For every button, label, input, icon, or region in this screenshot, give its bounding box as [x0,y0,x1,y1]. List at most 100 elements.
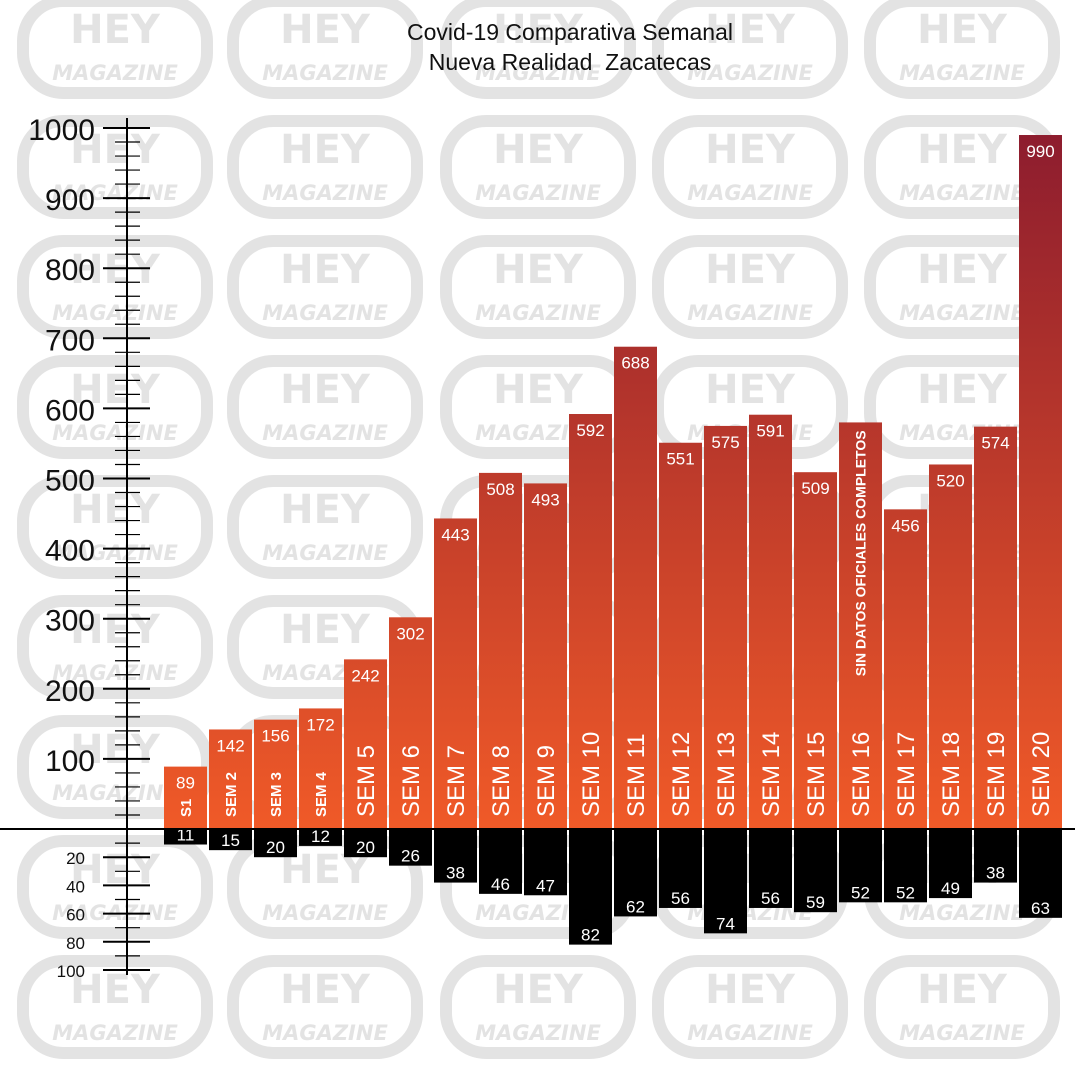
watermark-magazine: MAGAZINE [899,901,1025,925]
watermark-hey: HEY [917,127,1008,173]
watermark-outline [227,475,423,579]
bar-negative-20 [1019,829,1062,918]
bar-value-label: 508 [486,480,514,499]
bar-negative-8 [479,829,522,894]
watermark-hey: HEY [493,967,584,1013]
y-neg-tick-label: 40 [66,877,85,896]
category-label: SEM 20 [1028,732,1055,817]
y-tick-label: 900 [45,184,95,217]
bar-value-label: 551 [666,450,694,469]
watermark-magazine: MAGAZINE [687,61,813,85]
watermark-magazine: MAGAZINE [52,301,178,325]
watermark-hey: HEY [917,7,1008,53]
negative-value-label: 74 [716,914,735,933]
watermark-logo: HEY MAGAZINE [440,0,636,99]
watermark-hey: HEY [705,127,796,173]
bar-value-label: 89 [176,774,195,793]
watermark-magazine: MAGAZINE [52,1021,178,1045]
bar-positive-5 [344,659,387,829]
negative-value-label: 12 [311,827,330,846]
watermark-logo: HEY MAGAZINE [864,0,1060,99]
bar-value-label: 156 [261,727,289,746]
watermark-outline [864,955,1060,1059]
bar-positive-6 [389,617,432,829]
negative-value-label: 26 [401,847,420,866]
chart-subtitle: Nueva Realidad Zacatecas [429,49,712,75]
watermark-magazine: MAGAZINE [687,301,813,325]
watermark-magazine: MAGAZINE [52,661,178,685]
bar-positive-19 [974,426,1017,829]
bar-positive-14 [749,414,792,829]
y-neg-tick-label: 100 [57,962,85,981]
category-label: SEM 5 [353,745,380,817]
watermark-hey: HEY [70,487,161,533]
bar-value-label: 509 [801,479,829,498]
bar-negative-19 [974,829,1017,883]
bar-negative-7 [434,829,477,883]
watermark-outline [652,0,848,99]
watermark-hey: HEY [493,7,584,53]
watermark-outline [440,955,636,1059]
bar-value-label: 520 [936,471,964,490]
watermark-hey: HEY [917,247,1008,293]
negative-value-label: 38 [446,864,465,883]
category-label: SEM 8 [488,745,515,817]
watermark-hey: HEY [705,367,796,413]
watermark-magazine: MAGAZINE [899,61,1025,85]
watermark-logo: HEY MAGAZINE [227,115,423,219]
chart-title: Covid-19 Comparativa Semanal [407,19,733,45]
bar-positive-16 [839,422,882,829]
y-tick-label: 500 [45,465,95,498]
watermark-outline [652,955,848,1059]
watermark-outline [17,595,213,699]
category-label: SEM 17 [893,732,920,817]
category-label: SEM 12 [668,732,695,817]
watermark-magazine: MAGAZINE [475,61,601,85]
bar-negative-13 [704,829,747,934]
watermark-hey: HEY [917,367,1008,413]
bar-value-label: 688 [621,354,649,373]
negative-value-label: 56 [761,889,780,908]
bar-negative-5 [344,829,387,858]
watermark-magazine: MAGAZINE [262,901,388,925]
bar-positive-7 [434,518,477,829]
y-tick-label: 400 [45,535,95,568]
negative-value-label: 52 [851,883,870,902]
bar-negative-17 [884,829,927,903]
bar-value-label: 242 [351,666,379,685]
category-label: SEM 19 [983,732,1010,817]
category-label: SEM 3 [268,772,285,817]
watermark-hey: HEY [705,247,796,293]
watermark-magazine: MAGAZINE [262,181,388,205]
bar-positive-13 [704,425,747,829]
watermark-hey: HEY [917,967,1008,1013]
y-tick-label: 1000 [28,114,95,147]
watermark-hey: HEY [493,367,584,413]
watermark-hey: HEY [280,7,371,53]
bar-positive-2 [209,729,252,829]
negative-value-label: 56 [671,889,690,908]
negative-value-label: 52 [896,883,915,902]
negative-value-label: 47 [536,876,555,895]
watermark-outline [17,235,213,339]
annotation-no-data: SIN DATOS OFICIALES COMPLETOS [853,430,869,676]
bar-value-label: 592 [576,421,604,440]
watermark-magazine: MAGAZINE [52,541,178,565]
negative-value-label: 15 [221,831,240,850]
y-neg-tick-label: 20 [66,849,85,868]
bar-positive-10 [569,414,612,829]
bar-value-label: 302 [396,624,424,643]
watermark-hey: HEY [70,967,161,1013]
watermark-hey: HEY [280,127,371,173]
category-label: SEM 4 [313,771,330,817]
bar-negative-15 [794,829,837,913]
